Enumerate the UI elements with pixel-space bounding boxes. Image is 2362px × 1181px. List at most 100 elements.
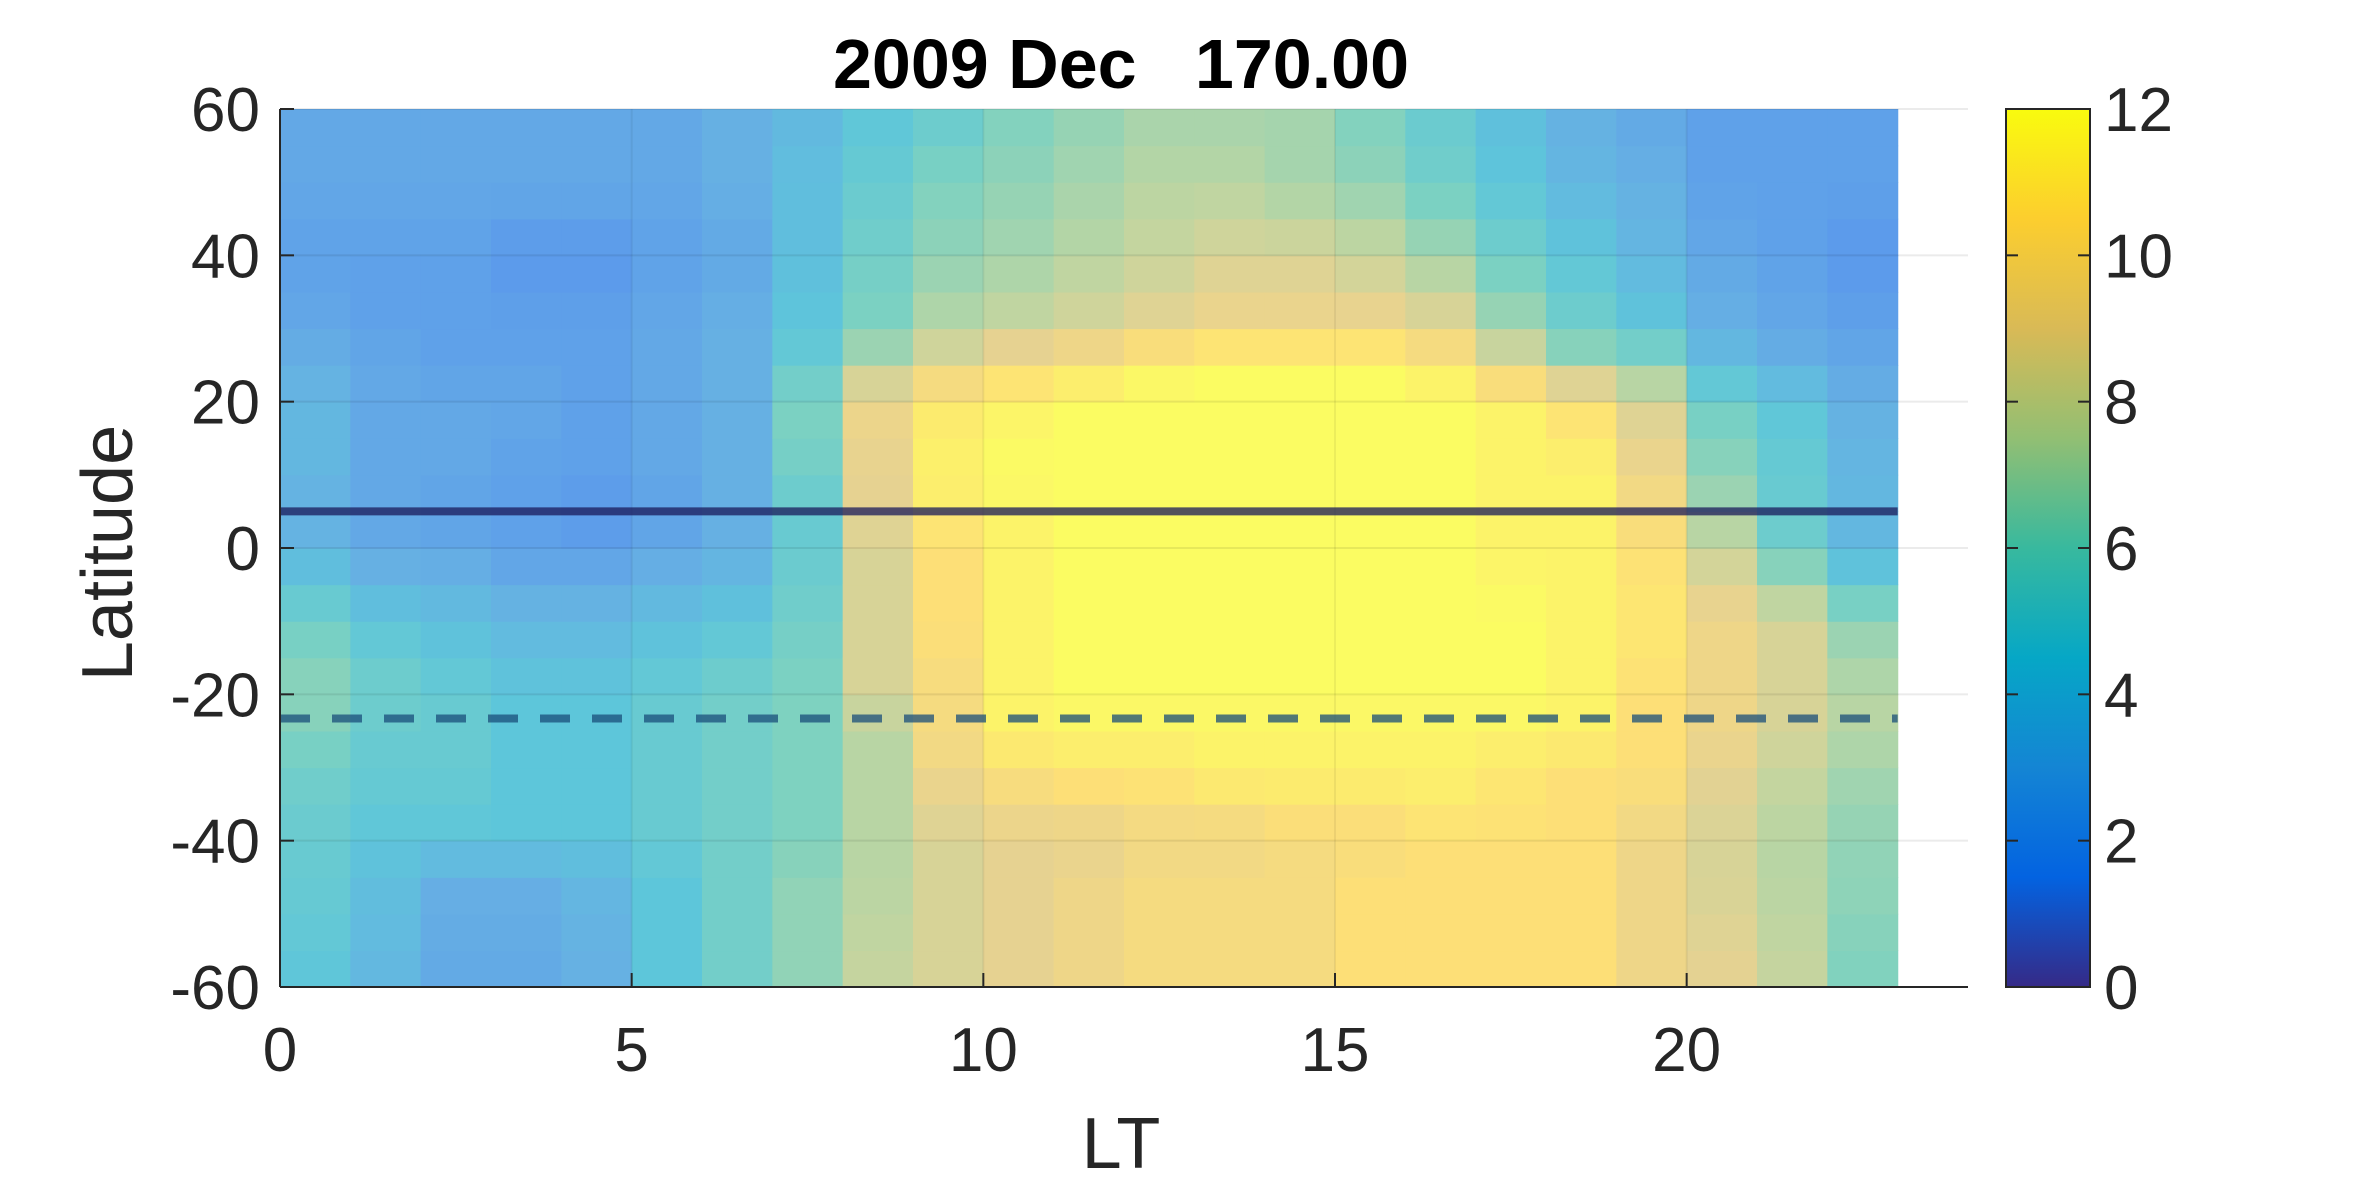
heatmap-cell xyxy=(631,109,703,147)
heatmap-cell xyxy=(1053,840,1125,878)
heatmap-cell xyxy=(1335,950,1406,988)
heatmap-cell xyxy=(420,182,492,220)
heatmap-cell xyxy=(1335,877,1406,915)
heatmap-cell xyxy=(702,767,773,805)
heatmap-cell xyxy=(1827,255,1899,293)
heatmap-cell xyxy=(561,474,633,513)
heatmap-cell xyxy=(1194,182,1266,220)
heatmap-cell xyxy=(842,584,914,622)
heatmap-cell xyxy=(1335,584,1406,622)
heatmap-cell xyxy=(1124,438,1195,476)
heatmap-cell xyxy=(1194,474,1266,513)
heatmap-cell xyxy=(631,767,703,805)
heatmap-cell xyxy=(280,767,351,805)
heatmap-cell xyxy=(280,804,351,842)
heatmap-cell xyxy=(1686,730,1758,769)
heatmap-cell xyxy=(280,730,351,769)
heatmap-cell xyxy=(1405,291,1477,330)
heatmap-cell xyxy=(1546,584,1617,622)
heatmap-cell xyxy=(842,218,914,256)
heatmap-cell xyxy=(1194,840,1266,878)
heatmap-cell xyxy=(702,694,773,732)
heatmap-cell xyxy=(772,145,844,183)
heatmap-cell xyxy=(842,474,914,513)
heatmap-cell xyxy=(1686,913,1758,952)
heatmap-cell xyxy=(1686,511,1758,549)
heatmap-cell xyxy=(1405,218,1477,256)
heatmap-cell xyxy=(1264,145,1336,183)
heatmap-cell xyxy=(702,365,773,403)
heatmap-cell xyxy=(420,145,492,183)
heatmap-cell xyxy=(1194,109,1266,147)
heatmap-cell xyxy=(561,145,633,183)
heatmap-cell xyxy=(913,328,984,366)
heatmap-cell xyxy=(842,438,914,476)
heatmap-cell xyxy=(842,109,914,147)
heatmap-cell xyxy=(842,950,914,988)
heatmap-cell xyxy=(1124,767,1195,805)
heatmap-cell xyxy=(913,913,984,952)
heatmap-cell xyxy=(1757,657,1828,695)
heatmap-cell xyxy=(1757,328,1828,366)
heatmap-cell xyxy=(561,365,633,403)
heatmap-cell xyxy=(1194,584,1266,622)
heatmap-cell xyxy=(420,804,492,842)
heatmap-cell xyxy=(702,474,773,513)
heatmap-cell xyxy=(983,255,1055,293)
heatmap-cell xyxy=(420,365,492,403)
heatmap-cell xyxy=(1335,255,1406,293)
heatmap-cell xyxy=(1686,291,1758,330)
heatmap-cell xyxy=(1053,328,1125,366)
heatmap-cell xyxy=(1475,328,1547,366)
heatmap-cell xyxy=(631,255,703,293)
heatmap-cell xyxy=(842,621,914,659)
heatmap-cell xyxy=(1686,877,1758,915)
heatmap-cell xyxy=(1053,511,1125,549)
heatmap-cell xyxy=(1827,365,1899,403)
colorbar-gradient xyxy=(2005,108,2091,988)
heatmap-cell xyxy=(631,621,703,659)
heatmap-cell xyxy=(1827,145,1899,183)
heatmap-cell xyxy=(1124,365,1195,403)
heatmap-cell xyxy=(983,913,1055,952)
reference-lines xyxy=(280,507,1898,723)
heatmap-cell xyxy=(702,182,773,220)
heatmap-cell xyxy=(1405,730,1477,769)
heatmap-cell xyxy=(842,548,914,586)
heatmap-cell xyxy=(842,767,914,805)
heatmap-cell xyxy=(1053,621,1125,659)
heatmap-cell xyxy=(491,328,562,366)
heatmap-cell xyxy=(631,877,703,915)
heatmap-cell xyxy=(913,255,984,293)
heatmap-cell xyxy=(420,401,492,439)
heatmap-cell xyxy=(772,438,844,476)
heatmap-cell xyxy=(842,255,914,293)
heatmap-cell xyxy=(1616,145,1688,183)
heatmap-cell xyxy=(1194,365,1266,403)
heatmap-cell xyxy=(491,218,562,256)
heatmap-cell xyxy=(1194,511,1266,549)
heatmap-cell xyxy=(1335,804,1406,842)
heatmap-cell xyxy=(1053,218,1125,256)
heatmap-cell xyxy=(1194,548,1266,586)
heatmap-cell xyxy=(772,913,844,952)
heatmap-cell xyxy=(983,584,1055,622)
y-axis-label: Latitude xyxy=(68,425,148,681)
heatmap-cell xyxy=(842,730,914,769)
heatmap-cell xyxy=(913,694,984,732)
heatmap-cell xyxy=(702,584,773,622)
heatmap-cell xyxy=(1405,328,1477,366)
heatmap-cell xyxy=(772,548,844,586)
heatmap-cell xyxy=(1124,218,1195,256)
heatmap-cell xyxy=(1053,474,1125,513)
heatmap-cell xyxy=(702,913,773,952)
heatmap-cell xyxy=(631,913,703,952)
heatmap-cell xyxy=(1475,218,1547,256)
plot-area: 0 5 10 15 20 -60 -40 -20 0 20 40 60 xyxy=(170,76,1968,1085)
heatmap-cell xyxy=(842,694,914,732)
heatmap-cell xyxy=(1053,877,1125,915)
heatmap-cell xyxy=(350,438,422,476)
heatmap-cell xyxy=(350,804,422,842)
heatmap-cell xyxy=(420,767,492,805)
heatmap-cell xyxy=(1475,621,1547,659)
